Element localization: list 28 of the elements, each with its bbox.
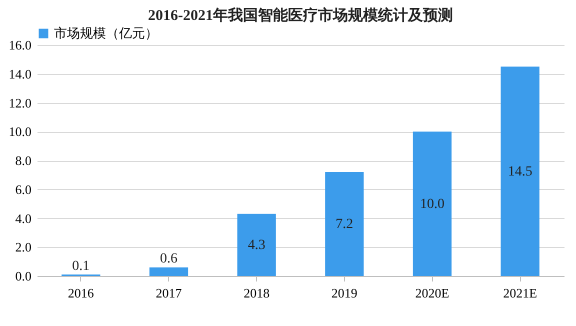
text: 0.6	[160, 252, 178, 267]
chart-title: 2016-2021年我国智能医疗市场规模统计及预测	[148, 6, 453, 24]
x-tick-label: 2018	[244, 286, 270, 300]
bar	[500, 66, 540, 276]
text: 4.3	[248, 238, 266, 253]
text: 10.0	[420, 196, 444, 212]
y-tick-label: 14.0	[8, 66, 32, 82]
y-tick-label: 6.0	[15, 182, 32, 197]
bar	[237, 214, 276, 276]
x-tick-label: 2021E	[503, 286, 538, 300]
text: 14.5	[508, 164, 532, 180]
y-tick-label: 0.0	[15, 268, 32, 284]
y-tick-label: 2.0	[15, 240, 32, 255]
x-tick-label: 2020E	[415, 286, 450, 300]
x-tick-label: 2016	[68, 286, 94, 300]
text: 7.2	[336, 217, 354, 232]
y-tick-label: 4.0	[15, 210, 32, 226]
y-tick-label: 8.0	[15, 153, 32, 168]
bar	[149, 267, 188, 276]
x-tick-label: 2019	[331, 286, 358, 300]
y-tick-label: 16.0	[8, 38, 32, 52]
y-tick-label: 12.0	[8, 95, 32, 110]
x-tick-label: 2017	[156, 286, 182, 300]
legend-label: 市场规模（亿元）	[54, 26, 158, 40]
bar	[412, 132, 452, 276]
text: 0.1	[72, 258, 90, 274]
y-tick-label: 10.0	[8, 124, 32, 140]
bar	[325, 172, 364, 276]
